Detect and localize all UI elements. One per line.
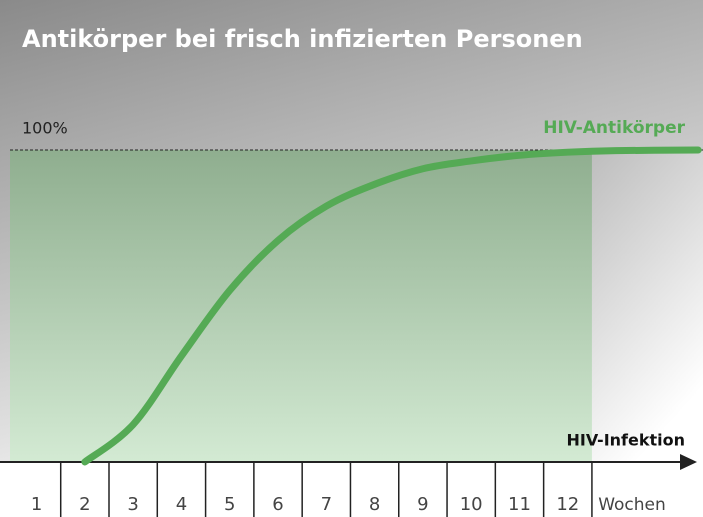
- legend-entry: HIV-Antikörper: [543, 118, 685, 138]
- x-tick-label: 10: [460, 494, 483, 515]
- x-tick-label: 4: [176, 494, 187, 515]
- right-area: [591, 150, 703, 462]
- x-axis-label: Wochen: [598, 495, 666, 515]
- y-tick-label: 100%: [22, 119, 68, 138]
- chart-title: Antikörper bei frisch infizierten Person…: [22, 25, 583, 53]
- x-tick-label: 12: [556, 494, 579, 515]
- axis-strip: [0, 462, 703, 517]
- x-tick-label: 6: [272, 494, 283, 515]
- x-tick-label: 2: [79, 494, 90, 515]
- baseline-label: HIV-Infektion: [566, 431, 685, 450]
- antibody-line: [81, 146, 702, 466]
- x-axis-arrow: [680, 454, 697, 470]
- shaded-area: [10, 150, 592, 462]
- x-tick-label: 7: [321, 494, 332, 515]
- x-tick-label: 11: [508, 494, 531, 515]
- x-tick-label: 5: [224, 494, 235, 515]
- x-tick-label: 9: [417, 494, 428, 515]
- x-tick-label: 8: [369, 494, 380, 515]
- x-tick-label: 3: [127, 494, 138, 515]
- x-tick-label: 1: [31, 494, 42, 515]
